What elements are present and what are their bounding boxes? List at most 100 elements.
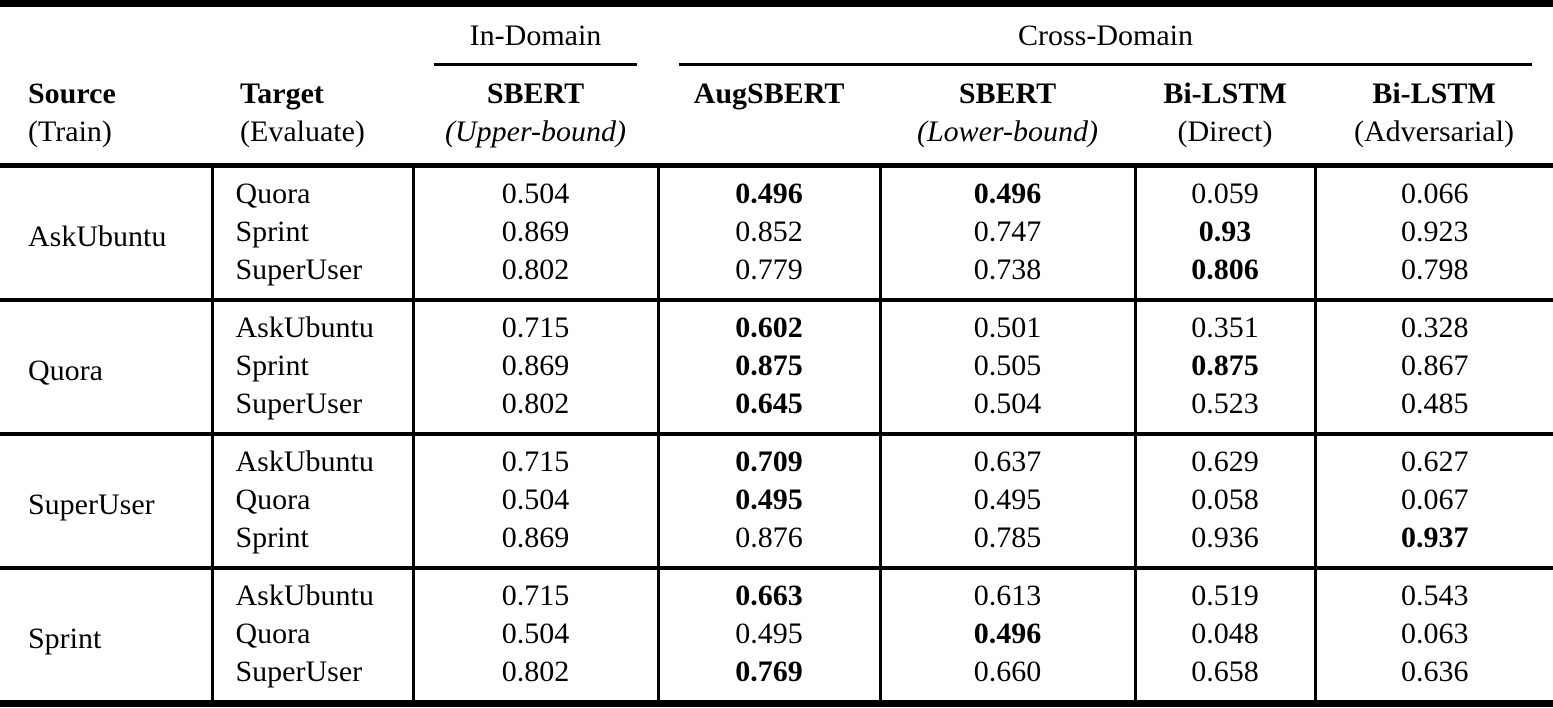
table-row: Sprint 0.869 0.875 0.505 0.875 0.867 xyxy=(0,347,1553,385)
column-header-row: Source (Train) Target (Evaluate) SBERT (… xyxy=(0,67,1553,168)
value-cell: 0.937 xyxy=(1313,519,1553,568)
value-cell: 0.048 xyxy=(1133,615,1315,653)
table-row: SuperUser 0.802 0.645 0.504 0.523 0.485 xyxy=(0,385,1553,434)
value-cell: 0.495 xyxy=(878,481,1135,519)
value-cell: 0.602 xyxy=(656,300,880,347)
value-cell: 0.802 xyxy=(411,251,658,300)
table-row: Quora 0.504 0.495 0.495 0.058 0.067 xyxy=(0,481,1553,519)
value-cell: 0.058 xyxy=(1133,481,1315,519)
value-cell: 0.613 xyxy=(878,568,1135,615)
value-cell: 0.504 xyxy=(878,385,1135,434)
value-cell: 0.519 xyxy=(1133,568,1315,615)
value-cell: 0.779 xyxy=(656,251,880,300)
spanner-cross-domain: Cross-Domain xyxy=(658,4,1553,68)
col-header-bilstm-direct: Bi-LSTM (Direct) xyxy=(1135,67,1315,168)
table-row: Sprint 0.869 0.852 0.747 0.93 0.923 xyxy=(0,213,1553,251)
value-cell: 0.747 xyxy=(878,213,1135,251)
value-cell: 0.769 xyxy=(656,653,880,704)
value-cell: 0.852 xyxy=(656,213,880,251)
value-cell: 0.543 xyxy=(1313,568,1553,615)
value-cell: 0.802 xyxy=(411,385,658,434)
col-header-source: Source (Train) xyxy=(0,67,212,168)
table-row: Quora AskUbuntu 0.715 0.602 0.501 0.351 0.328 xyxy=(0,300,1553,387)
value-cell: 0.876 xyxy=(656,519,880,568)
value-cell: 0.660 xyxy=(878,653,1135,704)
value-cell: 0.504 xyxy=(411,615,658,653)
value-cell: 0.93 xyxy=(1133,213,1315,251)
table-row: Sprint AskUbuntu 0.715 0.663 0.613 0.519 0.543 xyxy=(0,568,1553,655)
target-cell: AskUbuntu xyxy=(210,300,413,347)
value-cell: 0.637 xyxy=(878,434,1135,481)
col-header-sbert-lower: SBERT (Lower-bound) xyxy=(880,67,1135,168)
target-cell: Quora xyxy=(210,481,413,519)
target-cell: Quora xyxy=(210,165,413,213)
value-cell: 0.496 xyxy=(878,165,1135,213)
target-cell: Sprint xyxy=(210,519,413,568)
cross-domain-label: Cross-Domain xyxy=(679,19,1532,66)
value-cell: 0.715 xyxy=(411,434,658,481)
value-cell: 0.495 xyxy=(656,615,880,653)
value-cell: 0.715 xyxy=(411,568,658,615)
value-cell: 0.636 xyxy=(1313,653,1553,704)
target-cell: SuperUser xyxy=(210,653,413,704)
source-cell: Sprint xyxy=(28,621,102,655)
value-cell: 0.505 xyxy=(878,347,1135,385)
target-cell: Sprint xyxy=(210,347,413,385)
value-cell: 0.869 xyxy=(411,519,658,568)
value-cell: 0.328 xyxy=(1313,300,1553,347)
value-cell: 0.496 xyxy=(878,615,1135,653)
source-cell: Quora xyxy=(28,353,103,387)
value-cell: 0.629 xyxy=(1133,434,1315,481)
value-cell: 0.067 xyxy=(1313,481,1553,519)
value-cell: 0.738 xyxy=(878,251,1135,300)
value-cell: 0.351 xyxy=(1133,300,1315,347)
value-cell: 0.875 xyxy=(656,347,880,385)
value-cell: 0.806 xyxy=(1133,251,1315,300)
row-group-sprint: Sprint AskUbuntu 0.715 0.663 0.613 0.519 0.543… xyxy=(0,568,1553,704)
col-header-augsbert: AugSBERT xyxy=(658,67,880,168)
table-row: SuperUser AskUbuntu 0.715 0.709 0.637 0.629 0.… xyxy=(0,434,1553,521)
in-domain-label: In-Domain xyxy=(434,19,637,66)
value-cell: 0.501 xyxy=(878,300,1135,347)
value-cell: 0.875 xyxy=(1133,347,1315,385)
target-cell: Sprint xyxy=(210,213,413,251)
value-cell: 0.709 xyxy=(656,434,880,481)
value-cell: 0.066 xyxy=(1313,165,1553,213)
spanner-row: In-Domain Cross-Domain xyxy=(0,4,1553,68)
col-header-bilstm-adversarial: Bi-LSTM (Adversarial) xyxy=(1315,67,1553,168)
spanner-empty-cell xyxy=(0,4,413,68)
table-row: Quora 0.504 0.495 0.496 0.048 0.063 xyxy=(0,615,1553,653)
value-cell: 0.867 xyxy=(1313,347,1553,385)
spanner-in-domain: In-Domain xyxy=(413,4,658,68)
value-cell: 0.785 xyxy=(878,519,1135,568)
target-cell: SuperUser xyxy=(210,251,413,300)
value-cell: 0.523 xyxy=(1133,385,1315,434)
value-cell: 0.059 xyxy=(1133,165,1315,213)
row-group-askubuntu: AskUbuntu Quora 0.504 0.496 0.496 0.059 0.066 S… xyxy=(0,165,1553,300)
table-row: SuperUser 0.802 0.769 0.660 0.658 0.636 xyxy=(0,653,1553,704)
value-cell: 0.802 xyxy=(411,653,658,704)
value-cell: 0.495 xyxy=(656,481,880,519)
target-cell: AskUbuntu xyxy=(210,434,413,481)
value-cell: 0.658 xyxy=(1133,653,1315,704)
col-header-sbert-upper: SBERT (Upper-bound) xyxy=(413,67,658,168)
value-cell: 0.063 xyxy=(1313,615,1553,653)
value-cell: 0.496 xyxy=(656,165,880,213)
target-cell: AskUbuntu xyxy=(210,568,413,615)
value-cell: 0.627 xyxy=(1313,434,1553,481)
source-cell: AskUbuntu xyxy=(28,219,167,253)
value-cell: 0.485 xyxy=(1313,385,1553,434)
table-row: SuperUser 0.802 0.779 0.738 0.806 0.798 xyxy=(0,251,1553,300)
table-row: Sprint 0.869 0.876 0.785 0.936 0.937 xyxy=(0,519,1553,568)
value-cell: 0.504 xyxy=(411,165,658,213)
row-group-quora: Quora AskUbuntu 0.715 0.602 0.501 0.351 0.328 S… xyxy=(0,300,1553,434)
value-cell: 0.504 xyxy=(411,481,658,519)
target-cell: Quora xyxy=(210,615,413,653)
target-cell: SuperUser xyxy=(210,385,413,434)
value-cell: 0.869 xyxy=(411,347,658,385)
value-cell: 0.869 xyxy=(411,213,658,251)
row-group-superuser: SuperUser AskUbuntu 0.715 0.709 0.637 0.629 0.… xyxy=(0,434,1553,568)
source-cell: SuperUser xyxy=(28,487,155,521)
